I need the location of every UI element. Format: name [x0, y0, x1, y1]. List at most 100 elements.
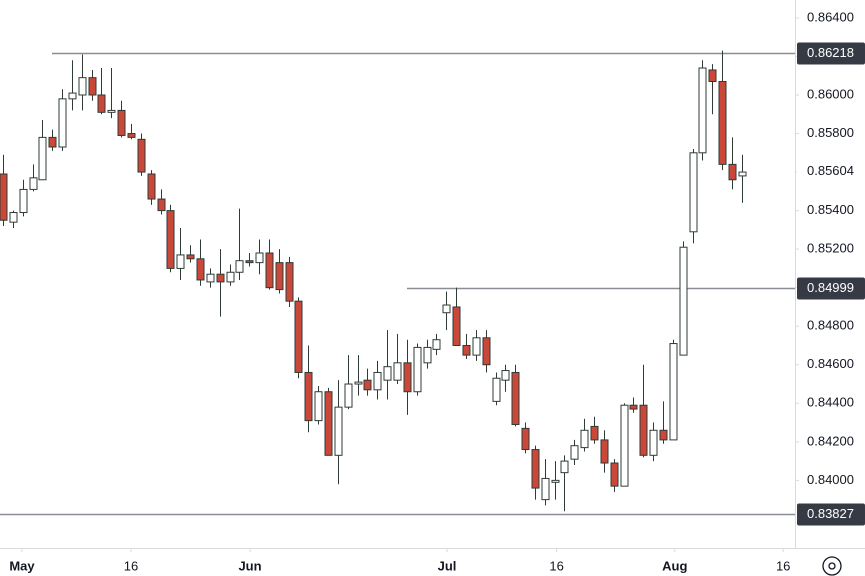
candle-body [531, 449, 540, 489]
candle-body [117, 109, 126, 136]
candle-body [265, 252, 274, 289]
candle-body [541, 477, 550, 501]
candle-body [413, 346, 422, 393]
candle-body [235, 260, 244, 273]
candle-body [620, 404, 629, 487]
candle-body [166, 210, 175, 269]
x-tick-label: Jul [438, 558, 457, 573]
candle-body [511, 371, 520, 425]
last-price-box [797, 160, 865, 183]
candle-body [97, 94, 106, 113]
candle-body [344, 383, 353, 408]
settings-button[interactable] [822, 556, 842, 576]
candle-body [275, 262, 284, 291]
candle-body [708, 69, 717, 83]
candle-body [373, 371, 382, 391]
settings-icon-dot[interactable] [828, 562, 836, 570]
y-tick-label: 0.86000 [807, 86, 854, 101]
candle-body [452, 306, 461, 346]
y-tick-label: 0.84000 [807, 472, 854, 487]
candle-body [78, 77, 87, 96]
level-label: 0.83827 [807, 506, 854, 521]
candle-body [157, 198, 166, 212]
candle-body [393, 362, 402, 381]
candle-body [403, 362, 412, 393]
y-tick-label: 0.85400 [807, 202, 854, 217]
candle-body [294, 300, 303, 373]
candle-body [196, 258, 205, 281]
candle-body [383, 366, 392, 381]
candle-body [29, 177, 38, 190]
candle-body [314, 391, 323, 422]
candle-body [629, 404, 638, 410]
last-price-label: 0.85604 [807, 163, 854, 178]
candle-body [304, 371, 313, 422]
candle-body [738, 171, 747, 177]
candle-body [245, 260, 254, 264]
candle-body [324, 391, 333, 456]
settings-icon[interactable] [822, 556, 842, 576]
candle-body [226, 271, 235, 283]
candle-body [639, 404, 648, 456]
candle-body [216, 273, 225, 283]
x-tick-label: Jun [238, 558, 261, 573]
candle-body [68, 92, 77, 100]
candle-body [600, 439, 609, 464]
candle-body [186, 254, 195, 260]
candle-body [521, 427, 530, 451]
candle-body [58, 98, 67, 148]
x-tick-label: Aug [662, 558, 687, 573]
y-tick-label: 0.84400 [807, 395, 854, 410]
y-tick-label: 0.84600 [807, 356, 854, 371]
y-tick-label: 0.84200 [807, 433, 854, 448]
candle-body [9, 212, 18, 223]
candle-body [363, 379, 372, 391]
candle-body [354, 381, 363, 385]
candle-body [689, 152, 698, 233]
y-tick-label: 0.84800 [807, 318, 854, 333]
candle-body [560, 460, 569, 474]
candle-body [462, 344, 471, 356]
candle-body [482, 337, 491, 366]
candle-body [0, 173, 8, 221]
candle-body [472, 337, 481, 356]
candle-body [590, 425, 599, 441]
candle-body [669, 343, 678, 441]
candle-body [147, 173, 156, 200]
x-tick-label: May [9, 558, 35, 573]
x-tick-label: 16 [124, 558, 138, 573]
candle-body [570, 445, 579, 460]
candle-body [285, 262, 294, 302]
candle-body [206, 273, 215, 283]
candle-body [255, 252, 264, 264]
candle-body [649, 429, 658, 456]
candle-body [423, 346, 432, 364]
candle-body [19, 188, 28, 214]
candle-body [492, 377, 501, 402]
y-tick-label: 0.85200 [807, 241, 854, 256]
candle-body [610, 462, 619, 487]
candle-body [501, 370, 510, 381]
level-label-box [797, 503, 865, 526]
candle-body [88, 77, 97, 96]
candle-body [728, 163, 737, 181]
candle-body [127, 133, 136, 138]
candle-body [432, 339, 441, 350]
candle-body [38, 136, 47, 181]
candle-body [137, 138, 146, 173]
candle-body [107, 109, 116, 113]
level-label: 0.86218 [807, 45, 854, 60]
candle-body [659, 429, 668, 441]
candle-body [698, 67, 707, 154]
level-label-box [797, 42, 865, 65]
candle-body [176, 254, 185, 269]
x-tick-label: 16 [776, 558, 790, 573]
x-tick-label: 16 [549, 558, 563, 573]
level-label-box [797, 277, 865, 300]
candle-body [679, 246, 688, 356]
y-tick-label: 0.85800 [807, 125, 854, 140]
candle-body [580, 429, 589, 449]
candle-body [48, 136, 57, 148]
y-tick-label: 0.86400 [807, 9, 854, 24]
